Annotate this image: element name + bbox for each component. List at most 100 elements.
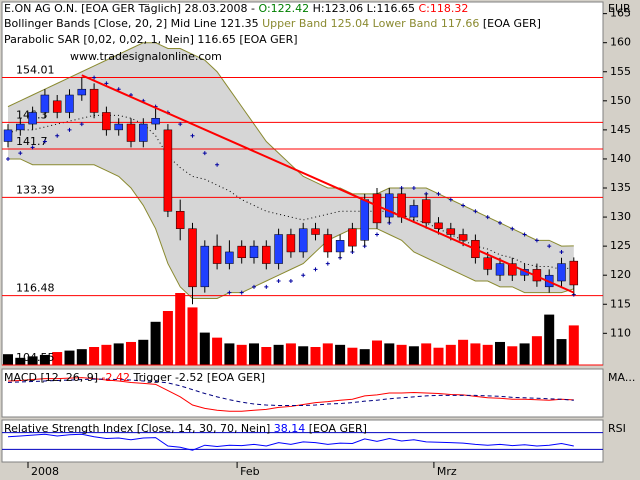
sar-point bbox=[79, 122, 84, 127]
header-sar: Parabolic SAR [0,02, 0,02, 1, Nein] 116.… bbox=[4, 33, 298, 46]
volume-bar bbox=[150, 321, 161, 365]
sar-point bbox=[67, 127, 72, 132]
volume-bar bbox=[27, 356, 38, 365]
candle-body bbox=[385, 193, 394, 218]
lower-band bbox=[8, 158, 574, 299]
volume-bar bbox=[261, 347, 272, 365]
sar-point bbox=[55, 133, 60, 138]
candle-body bbox=[446, 228, 456, 235]
candle-body bbox=[249, 245, 259, 259]
sar-point bbox=[252, 284, 256, 289]
open: O:122.42 bbox=[258, 2, 309, 15]
rsi-src: [EOA GER] bbox=[309, 422, 367, 435]
sar-point bbox=[559, 249, 564, 254]
macd-title: MACD [12, 26, 9] -2.42 Trigger -2.52 [EO… bbox=[4, 371, 265, 384]
y-tick-label: 140 bbox=[610, 152, 631, 165]
sar-point bbox=[178, 122, 183, 127]
level-label: 104.55 bbox=[16, 351, 55, 364]
candle-body bbox=[163, 129, 173, 212]
upper-band bbox=[7, 42, 574, 247]
rsi-axis-label: RSI bbox=[608, 422, 626, 435]
sar-point bbox=[436, 191, 441, 196]
macd-axis-label: MA... bbox=[608, 371, 635, 384]
volume-bar bbox=[52, 352, 63, 365]
volume-bar bbox=[482, 344, 493, 365]
candle-body bbox=[237, 245, 246, 259]
macd-src: [EOA GER] bbox=[207, 371, 265, 384]
candle-body bbox=[212, 245, 222, 264]
candle-body bbox=[409, 205, 419, 218]
candle-body bbox=[151, 118, 160, 125]
candle-body bbox=[3, 129, 13, 142]
quote: E.ON AG O.N. [EOA GER Täglich] 28.03.200… bbox=[4, 2, 255, 15]
volume-bar bbox=[76, 349, 87, 365]
sar-point bbox=[411, 186, 416, 191]
sar-point bbox=[313, 267, 318, 272]
candle-body bbox=[397, 193, 406, 218]
watermark: www.tradesignalonline.com bbox=[70, 50, 222, 63]
volume-bar bbox=[298, 346, 309, 365]
y-tick-label: 155 bbox=[610, 65, 631, 78]
sar-point bbox=[522, 232, 527, 237]
bb-src: [EOA GER] bbox=[483, 17, 541, 30]
x-tick-label: Feb bbox=[240, 465, 259, 478]
volume-bar bbox=[372, 340, 382, 365]
volume-bar bbox=[212, 337, 223, 365]
volume-bar bbox=[3, 354, 13, 365]
volume-bar bbox=[64, 350, 75, 365]
volume-bar bbox=[507, 346, 518, 365]
volume-bar bbox=[89, 347, 100, 365]
macd-name: MACD [12, 26, 9] bbox=[4, 371, 98, 384]
sar-point bbox=[325, 261, 330, 266]
volume-bar bbox=[458, 339, 469, 365]
candle-body bbox=[126, 123, 136, 142]
y-tick-label: 115 bbox=[610, 297, 631, 310]
volume-bar bbox=[310, 347, 321, 365]
level-label: 154.01 bbox=[16, 64, 55, 77]
volume-bar bbox=[347, 347, 358, 365]
y-tick-label: 135 bbox=[610, 181, 631, 194]
y-unit: EUR bbox=[608, 2, 631, 15]
rsi-line bbox=[7, 433, 574, 451]
sar-point bbox=[473, 209, 478, 214]
volume-bar bbox=[101, 344, 112, 365]
candle-body bbox=[434, 222, 443, 229]
level-label: 141.7 bbox=[16, 135, 48, 148]
rsi-pane bbox=[1, 419, 604, 463]
sar-point bbox=[461, 203, 466, 208]
candle-body bbox=[495, 263, 505, 276]
volume-bar bbox=[335, 344, 346, 365]
candle-body bbox=[65, 94, 74, 113]
sar-point bbox=[301, 273, 306, 278]
header-bb: Bollinger Bands [Close, 20, 2] Mid Line … bbox=[4, 17, 541, 30]
volume-bar bbox=[408, 346, 419, 365]
candle-body bbox=[77, 88, 87, 96]
rsi-title: Relative Strength Index [Close, 14, 30, … bbox=[4, 422, 367, 435]
volume-bar bbox=[322, 343, 333, 365]
candle-body bbox=[360, 199, 369, 241]
volume-bar bbox=[224, 343, 235, 365]
macd-pane bbox=[1, 368, 604, 418]
rsi-name: Relative Strength Index [Close, 14, 30, … bbox=[4, 422, 270, 435]
candle-body bbox=[348, 228, 357, 247]
volume-bar bbox=[249, 343, 259, 365]
volume-bar bbox=[39, 354, 50, 365]
volume-bar bbox=[495, 341, 505, 365]
trigger-line bbox=[7, 378, 574, 406]
trendline bbox=[81, 74, 575, 294]
candle-body bbox=[28, 112, 37, 125]
candle-body bbox=[311, 228, 320, 235]
y-tick-label: 130 bbox=[610, 210, 631, 223]
candle-body bbox=[188, 228, 197, 288]
level-label: 116.48 bbox=[16, 282, 55, 295]
sar-point bbox=[534, 238, 539, 243]
candle-body bbox=[557, 263, 566, 282]
sar-point bbox=[375, 232, 379, 237]
candle-body bbox=[262, 245, 271, 264]
sar-point bbox=[276, 279, 281, 284]
sar-point bbox=[104, 81, 109, 86]
volume-bar bbox=[113, 343, 124, 365]
header-quote: E.ON AG O.N. [EOA GER Täglich] 28.03.200… bbox=[4, 2, 468, 15]
y-tick-label: 145 bbox=[610, 123, 631, 136]
